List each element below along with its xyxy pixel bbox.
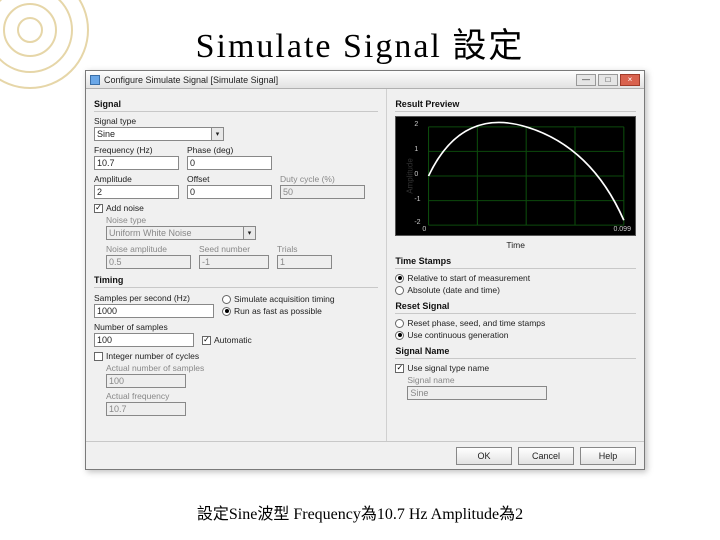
preview-ylabel: Amplitude	[406, 158, 415, 194]
automatic-label: Automatic	[214, 335, 252, 345]
actual-nsamp-value: 100	[106, 374, 186, 388]
duty-label: Duty cycle (%)	[280, 174, 365, 184]
section-timestamps: Time Stamps	[395, 256, 636, 266]
maximize-button[interactable]: □	[598, 74, 618, 86]
add-noise-checkbox[interactable]	[94, 204, 103, 213]
preview-chart: 2 1 0 -1 -2 0 0.099 Amplitude	[395, 116, 636, 236]
section-reset: Reset Signal	[395, 301, 636, 311]
actual-freq-value: 10.7	[106, 402, 186, 416]
ts-relative-label: Relative to start of measurement	[407, 273, 530, 283]
app-icon	[90, 75, 100, 85]
sps-label: Samples per second (Hz)	[94, 293, 214, 303]
ts-relative-radio[interactable]	[395, 274, 404, 283]
signal-type-label: Signal type	[94, 116, 378, 126]
frequency-input[interactable]: 10.7	[94, 156, 179, 170]
ytick-1: 1	[414, 146, 418, 153]
left-panel: Signal Signal type Sine ▾ Frequency (Hz)…	[86, 89, 387, 441]
right-panel: Result Preview	[387, 89, 644, 441]
reset-phase-radio[interactable]	[395, 319, 404, 328]
amplitude-label: Amplitude	[94, 174, 179, 184]
offset-input[interactable]: 0	[187, 185, 272, 199]
slide-caption: 設定Sine波型 Frequency為10.7 Hz Amplitude為2	[0, 500, 720, 524]
xtick-0: 0	[422, 226, 426, 233]
close-button[interactable]: ×	[620, 74, 640, 86]
seed-input[interactable]: -1	[199, 255, 269, 269]
minimize-button[interactable]: —	[576, 74, 596, 86]
window-title: Configure Simulate Signal [Simulate Sign…	[104, 75, 574, 85]
intcycles-checkbox[interactable]	[94, 352, 103, 361]
dialog-footer: OK Cancel Help	[86, 441, 644, 469]
ytick-n2: -2	[414, 219, 420, 226]
noise-amp-input[interactable]: 0.5	[106, 255, 191, 269]
offset-label: Offset	[187, 174, 272, 184]
seed-label: Seed number	[199, 244, 269, 254]
titlebar[interactable]: Configure Simulate Signal [Simulate Sign…	[86, 71, 644, 89]
reset-phase-label: Reset phase, seed, and time stamps	[407, 318, 545, 328]
slide-title: Simulate Signal 設定	[0, 18, 720, 67]
amplitude-input[interactable]: 2	[94, 185, 179, 199]
intcycles-label: Integer number of cycles	[106, 351, 199, 361]
signal-type-dropdown-icon[interactable]: ▾	[212, 127, 224, 141]
add-noise-label: Add noise	[106, 203, 144, 213]
phase-input[interactable]: 0	[187, 156, 272, 170]
noise-amp-label: Noise amplitude	[106, 244, 191, 254]
cancel-button[interactable]: Cancel	[518, 447, 574, 465]
sps-input[interactable]: 1000	[94, 304, 214, 318]
actual-freq-label: Actual frequency	[106, 391, 378, 401]
use-typename-label: Use signal type name	[407, 363, 489, 373]
noise-type-dropdown-icon[interactable]: ▾	[244, 226, 256, 240]
phase-label: Phase (deg)	[187, 145, 272, 155]
configure-dialog: Configure Simulate Signal [Simulate Sign…	[85, 70, 645, 470]
section-timing: Timing	[94, 275, 378, 285]
signal-type-input[interactable]: Sine	[94, 127, 212, 141]
ytick-n1: -1	[414, 196, 420, 203]
ts-absolute-radio[interactable]	[395, 286, 404, 295]
automatic-checkbox[interactable]	[202, 336, 211, 345]
noise-type-input[interactable]: Uniform White Noise	[106, 226, 244, 240]
section-preview: Result Preview	[395, 99, 636, 109]
ts-absolute-label: Absolute (date and time)	[407, 285, 500, 295]
xtick-1: 0.099	[613, 226, 631, 233]
runfast-label: Run as fast as possible	[234, 306, 322, 316]
trials-input[interactable]: 1	[277, 255, 332, 269]
duty-input: 50	[280, 185, 365, 199]
continuous-label: Use continuous generation	[407, 330, 508, 340]
nsamp-input[interactable]: 100	[94, 333, 194, 347]
section-signalname: Signal Name	[395, 346, 636, 356]
trials-label: Trials	[277, 244, 332, 254]
runfast-radio[interactable]	[222, 307, 231, 316]
nsamp-label: Number of samples	[94, 322, 194, 332]
help-button[interactable]: Help	[580, 447, 636, 465]
continuous-radio[interactable]	[395, 331, 404, 340]
signame-input[interactable]: Sine	[407, 386, 547, 400]
ok-button[interactable]: OK	[456, 447, 512, 465]
preview-xlabel: Time	[395, 240, 636, 250]
sim-timing-label: Simulate acquisition timing	[234, 294, 335, 304]
frequency-label: Frequency (Hz)	[94, 145, 179, 155]
ytick-2: 2	[414, 121, 418, 128]
actual-nsamp-label: Actual number of samples	[106, 363, 378, 373]
section-signal: Signal	[94, 99, 378, 109]
use-typename-checkbox[interactable]	[395, 364, 404, 373]
sim-timing-radio[interactable]	[222, 295, 231, 304]
ytick-0: 0	[414, 171, 418, 178]
signame-label: Signal name	[407, 375, 636, 385]
noise-type-label: Noise type	[106, 215, 378, 225]
